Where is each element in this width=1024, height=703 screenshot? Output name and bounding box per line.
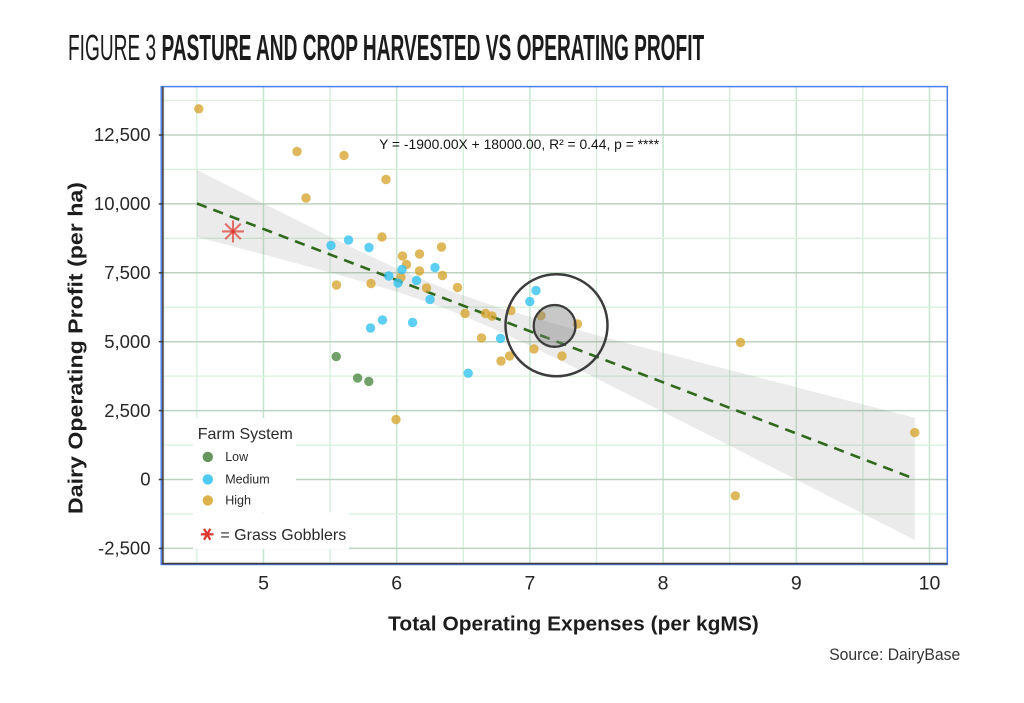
svg-text:5,000: 5,000 xyxy=(104,331,150,352)
svg-text:7,500: 7,500 xyxy=(104,262,150,283)
svg-text:Farm System: Farm System xyxy=(198,426,293,443)
svg-text:0: 0 xyxy=(140,469,150,490)
svg-text:8: 8 xyxy=(658,573,669,595)
svg-text:6: 6 xyxy=(391,573,402,595)
svg-text:2,500: 2,500 xyxy=(104,400,150,421)
svg-text:5: 5 xyxy=(258,573,269,595)
svg-text:Total Operating Expenses (per: Total Operating Expenses (per kgMS) xyxy=(388,613,759,636)
svg-text:-2,500: -2,500 xyxy=(98,538,150,559)
svg-text:12,500: 12,500 xyxy=(94,124,151,145)
svg-text:7: 7 xyxy=(524,573,535,595)
svg-text:Dairy Operating Profit (per ha: Dairy Operating Profit (per ha) xyxy=(65,182,88,514)
svg-text:Low: Low xyxy=(225,450,249,464)
svg-text:Medium: Medium xyxy=(225,473,269,487)
svg-text:9: 9 xyxy=(791,573,802,595)
svg-text:10,000: 10,000 xyxy=(94,193,151,214)
svg-text:Source: DairyBase: Source: DairyBase xyxy=(829,645,960,664)
svg-text:10: 10 xyxy=(919,573,941,595)
svg-text:High: High xyxy=(225,494,251,508)
svg-text:Y = -1900.00X + 18000.00, R² =: Y = -1900.00X + 18000.00, R² = 0.44, p =… xyxy=(379,136,660,152)
svg-text:= Grass Gobblers: = Grass Gobblers xyxy=(220,527,346,544)
